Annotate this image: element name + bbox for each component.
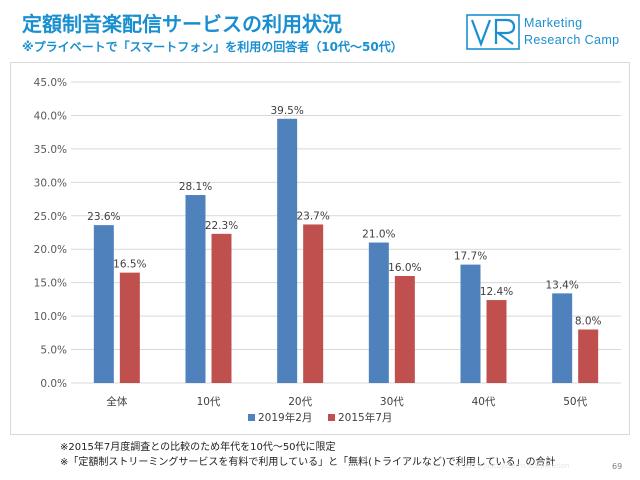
y-tick-label: 40.0% <box>34 110 67 122</box>
y-tick-label: 45.0% <box>34 77 67 89</box>
y-tick-label: 25.0% <box>34 211 67 223</box>
y-tick-label: 5.0% <box>40 345 67 357</box>
legend-swatch <box>328 414 335 421</box>
page-title: 定額制音楽配信サービスの利用状況 <box>22 12 342 36</box>
bar-series-1 <box>277 118 298 384</box>
x-tick-label: 40代 <box>472 396 496 408</box>
bar-series-2 <box>486 300 507 383</box>
footnote-2: ※「定額制ストリーミングサービスを有料で利用している」と「無料(トライアルなど)… <box>60 457 556 468</box>
legend-label: 2015年7月 <box>338 411 392 424</box>
bar-series-2 <box>303 224 324 383</box>
bar-data-label: 39.5% <box>270 105 303 117</box>
bar-chart: 0.0% 5.0% 10.0% 15.0% 20.0% 25.0% 30.0% 35.0% 40… <box>34 77 621 424</box>
bar-series-1 <box>368 242 389 383</box>
bar-data-label: 23.7% <box>296 210 329 222</box>
y-tick-label: 0.0% <box>40 378 67 390</box>
bar-data-label: 22.3% <box>205 220 238 232</box>
bar-data-label: 23.6% <box>87 211 120 223</box>
legend-label: 2019年2月 <box>258 411 312 424</box>
bar-series-2 <box>578 329 599 383</box>
bar-data-label: 8.0% <box>575 315 602 327</box>
x-tick-label: 全体 <box>106 395 127 408</box>
logo-line-2: Research Camp <box>524 33 620 47</box>
page-number: 69 <box>612 462 623 471</box>
y-tick-label: 15.0% <box>34 278 67 290</box>
bar-data-label: 12.4% <box>480 286 513 298</box>
bar-series-1 <box>93 225 114 383</box>
bar-series-1 <box>185 195 206 383</box>
bar-series-2 <box>394 275 415 383</box>
copyright-text: © 2019 JustSystems Corporation <box>454 462 570 470</box>
bar-data-label: 13.4% <box>545 279 578 291</box>
bar-data-label: 21.0% <box>362 229 395 241</box>
x-tick-label: 50代 <box>563 396 587 408</box>
bar-data-label: 16.0% <box>388 262 421 274</box>
bar-data-label: 16.5% <box>113 259 146 271</box>
chart-container: 0.0% 5.0% 10.0% 15.0% 20.0% 25.0% 30.0% 35.0% 40… <box>10 62 630 435</box>
bar-series-1 <box>460 264 481 383</box>
bar-data-label: 17.7% <box>454 251 487 263</box>
vr-logo-mark <box>466 14 520 50</box>
y-tick-label: 10.0% <box>34 311 67 323</box>
x-tick-label: 20代 <box>288 396 312 408</box>
bar-series-2 <box>211 233 232 383</box>
legend-swatch <box>248 414 255 421</box>
x-tick-label: 10代 <box>197 396 221 408</box>
page-subtitle: ※プライベートで「スマートフォン」を利用の回答者（10代～50代） <box>22 40 403 54</box>
y-tick-label: 20.0% <box>34 244 67 256</box>
logo-text: Marketing Research Camp <box>524 15 620 49</box>
footnote-1: ※2015年7月度調査との比較のため年代を10代～50代に限定 <box>60 442 336 453</box>
x-tick-label: 30代 <box>380 396 404 408</box>
bar-data-label: 28.1% <box>179 181 212 193</box>
footnotes: ※2015年7月度調査との比較のため年代を10代～50代に限定 ※「定額制ストリ… <box>60 440 555 470</box>
y-tick-label: 30.0% <box>34 177 67 189</box>
company-logo: Marketing Research Camp <box>466 14 630 50</box>
logo-line-1: Marketing <box>524 16 583 30</box>
bar-series-1 <box>552 293 573 383</box>
bar-series-2 <box>119 272 140 383</box>
y-tick-label: 35.0% <box>34 144 67 156</box>
